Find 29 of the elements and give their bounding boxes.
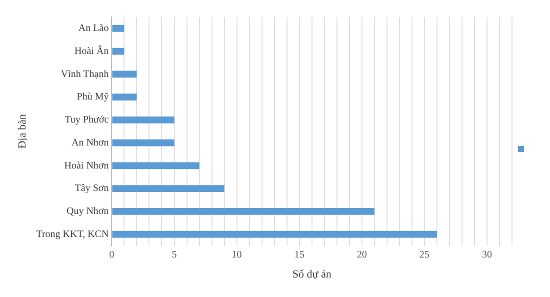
x-tick-label: 20: [356, 249, 367, 260]
y-axis-title: Địa bàn: [16, 114, 28, 149]
y-tick-label: Vĩnh Thạnh: [60, 68, 109, 80]
bar: [112, 208, 374, 215]
x-tick-label: 0: [109, 249, 114, 260]
x-tick-label: 5: [172, 249, 177, 260]
x-tick-label: 10: [232, 249, 242, 260]
y-tick-label: Hoài Ân: [74, 44, 109, 57]
y-tick-label: Phù Mỹ: [76, 92, 109, 103]
bar: [112, 70, 137, 78]
bar: [112, 162, 200, 170]
y-tick-label: Hoài Nhơn: [64, 160, 109, 172]
bar: [112, 48, 124, 55]
x-tick-label: 25: [419, 249, 430, 260]
bar: [112, 230, 437, 238]
y-tick-label: An Lão: [78, 23, 109, 34]
y-tick-label: Tây Sơn: [74, 183, 109, 194]
x-axis-title: Số dự án: [292, 268, 332, 280]
bar: [112, 139, 174, 146]
bar: [112, 94, 137, 101]
y-tick-label: An Nhơn: [71, 137, 109, 148]
y-tick-label: Trong KKT, KCN: [36, 228, 109, 240]
x-tick-label: 30: [482, 249, 492, 260]
bar: [112, 25, 124, 32]
y-tick-label: Quy Nhơn: [66, 206, 109, 218]
bar: [112, 116, 174, 124]
x-tick-label: 15: [294, 249, 304, 260]
y-tick-label: Tuy Phước: [64, 114, 110, 126]
bar: [112, 185, 224, 192]
